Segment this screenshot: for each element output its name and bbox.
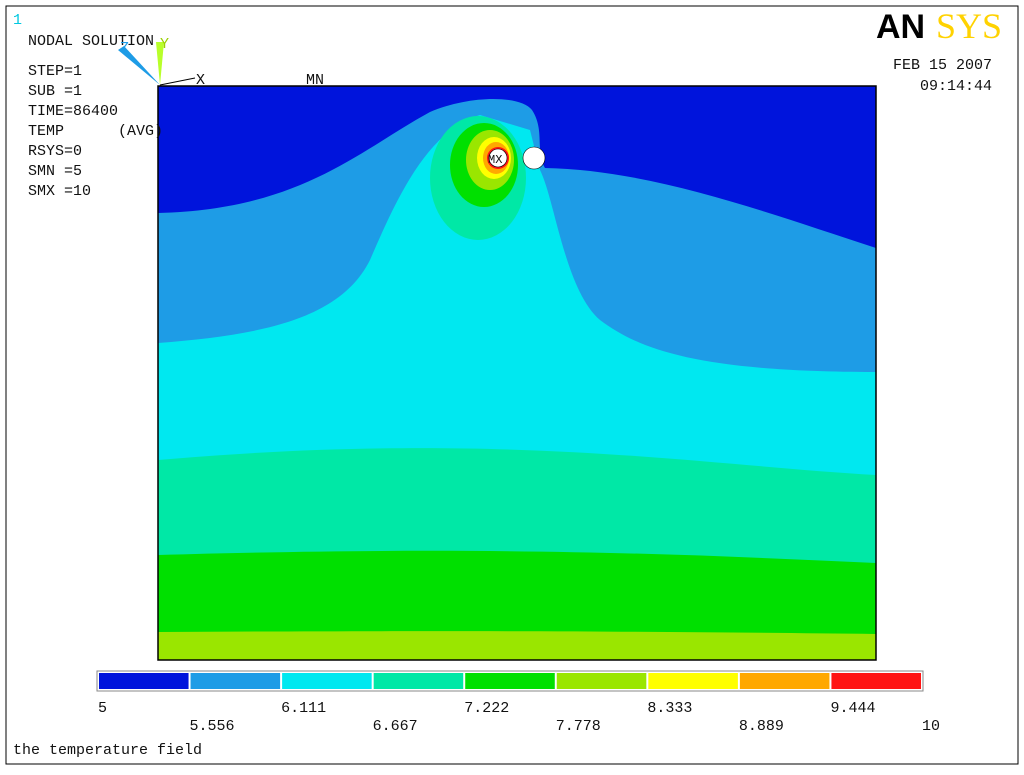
legend-swatch [739,673,830,689]
axis-y: Y [160,36,169,53]
info-line: SMN =5 [28,163,82,180]
legend-swatch [556,673,647,689]
window-number: 1 [13,12,22,29]
contour-plot [157,85,877,661]
max-marker: MX [488,153,502,167]
info-line: RSYS=0 [28,143,82,160]
legend-label: 7.778 [556,718,601,735]
time: 09:14:44 [920,78,992,95]
info-title: NODAL SOLUTION [28,33,154,50]
info-line: SMX =10 [28,183,91,200]
legend-swatch [831,673,921,689]
legend-label: 10 [922,718,940,735]
legend-label: 6.667 [373,718,418,735]
legend-swatch [190,673,281,689]
legend-label: 5 [98,700,107,717]
date: FEB 15 2007 [893,57,992,74]
axis-z: Z [120,40,129,57]
triad [118,42,196,86]
legend-label: 9.444 [830,700,875,717]
info-block: STEP=1 SUB =1 TIME=86400 TEMP (AVG) RSYS=0 SM… [28,63,163,200]
legend-swatch [648,673,738,689]
min-marker: MN [306,72,324,89]
logo-an: AN [876,8,925,46]
legend-label: 5.556 [190,718,235,735]
info-line: STEP=1 [28,63,82,80]
legend: 5 5.556 6.111 6.667 7.222 7.778 8.333 8.889 9.44… [96,670,940,735]
legend-label: 8.333 [647,700,692,717]
info-line: TIME=86400 [28,103,118,120]
legend-swatch [99,673,189,689]
legend-label: 7.222 [464,700,509,717]
info-line: TEMP (AVG) [28,123,163,140]
caption: the temperature field [13,742,202,759]
legend-swatch [373,673,464,689]
info-line: SUB =1 [28,83,82,100]
logo-sys: SYS [936,6,1002,46]
axis-x: X [196,72,205,89]
legend-label: 8.889 [739,718,784,735]
legend-swatch [282,673,372,689]
legend-label: 6.111 [281,700,326,717]
legend-swatch [465,673,555,689]
